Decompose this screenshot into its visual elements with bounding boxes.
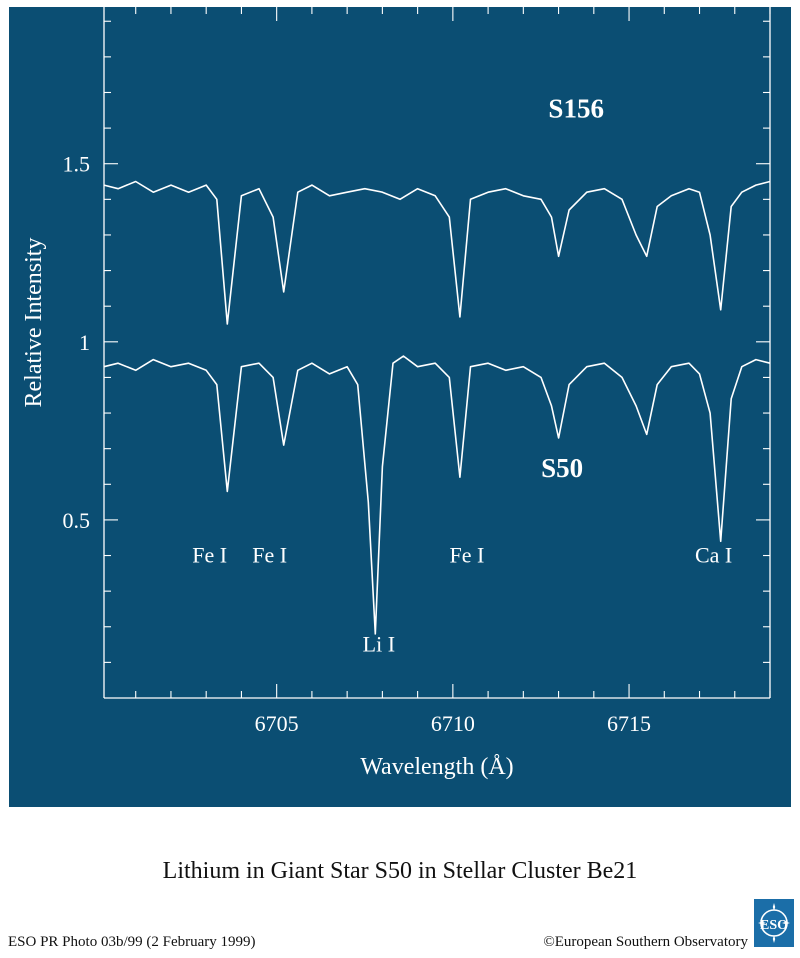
x-tick-label: 6705 (255, 711, 299, 736)
spectral-line-label: Fe I (252, 543, 287, 568)
series-line-s156 (103, 180, 771, 325)
svg-text:ESO: ESO (760, 918, 788, 933)
figure-caption: Lithium in Giant Star S50 in Stellar Clu… (162, 858, 638, 884)
x-tick-label: 6715 (607, 711, 651, 736)
series-line-s50 (103, 355, 771, 635)
eso-logo-icon: ESO (754, 899, 794, 947)
y-tick-label: 0.5 (63, 508, 91, 533)
spectrum-chart: 6705 6710 6715 0.5 1 1.5 Wavelength (Å) Relativ… (21, 7, 771, 780)
x-tick-label: 6710 (431, 711, 475, 736)
series-label: S156 (548, 93, 604, 123)
y-tick-label: 1 (79, 330, 90, 355)
series-label: S50 (541, 453, 583, 483)
copyright-notice: ©European Southern Observatory (543, 934, 748, 950)
y-axis-label: Relative Intensity (21, 238, 47, 408)
spectral-line-label: Fe I (450, 543, 485, 568)
x-axis-label: Wavelength (Å) (360, 754, 513, 780)
plot-panel: 6705 6710 6715 0.5 1 1.5 Wavelength (Å) Relativ… (9, 7, 791, 807)
y-tick-label: 1.5 (63, 152, 91, 177)
spectral-line-label: Ca I (695, 543, 732, 568)
spectral-line-label: Fe I (192, 543, 227, 568)
spectral-line-label: Li I (363, 632, 395, 657)
photo-credit: ESO PR Photo 03b/99 (2 February 1999) (8, 934, 256, 950)
